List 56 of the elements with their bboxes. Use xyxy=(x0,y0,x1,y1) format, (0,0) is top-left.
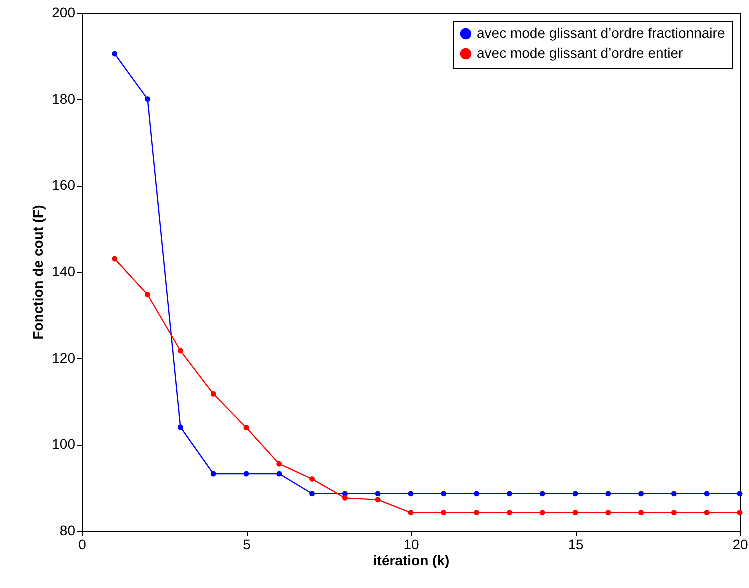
y-tick-label: 80 xyxy=(60,522,76,538)
x-tick-label: 5 xyxy=(243,536,252,552)
legend-label: avec mode glissant d’ordre entier xyxy=(477,45,684,61)
point xyxy=(606,491,612,497)
y-tick-label: 140 xyxy=(52,264,76,280)
point xyxy=(704,491,710,497)
point xyxy=(474,491,480,497)
x-tick-label: 10 xyxy=(404,536,420,552)
x-tick-label: 0 xyxy=(78,536,87,552)
y-tick-label: 180 xyxy=(52,90,76,107)
point xyxy=(112,51,118,57)
point xyxy=(638,510,644,516)
point xyxy=(408,510,414,516)
legend-label: avec mode glissant d’ordre fractionnaire xyxy=(477,25,726,41)
point xyxy=(671,510,677,516)
point xyxy=(210,471,216,477)
point xyxy=(375,491,381,497)
point xyxy=(310,476,316,482)
point xyxy=(145,292,151,298)
point xyxy=(572,491,578,497)
point xyxy=(244,471,250,477)
point xyxy=(178,348,184,354)
point xyxy=(506,491,512,497)
point xyxy=(408,491,414,497)
point xyxy=(210,391,216,397)
point xyxy=(704,510,710,516)
point xyxy=(375,497,381,503)
point xyxy=(310,491,316,497)
point xyxy=(737,510,743,516)
point xyxy=(178,424,184,430)
point xyxy=(112,256,118,262)
point xyxy=(342,491,348,497)
point xyxy=(671,491,677,497)
y-tick-label: 120 xyxy=(52,350,76,366)
y-axis-title: Fonction de cout (F) xyxy=(30,205,46,340)
point xyxy=(506,510,512,516)
point xyxy=(441,510,447,516)
point xyxy=(441,491,447,497)
x-tick-label: 15 xyxy=(568,536,584,552)
point xyxy=(276,461,282,467)
point xyxy=(474,510,480,516)
point xyxy=(540,491,546,497)
y-tick-label: 100 xyxy=(52,436,76,452)
point xyxy=(638,491,644,497)
point xyxy=(737,491,743,497)
y-tick-label: 200 xyxy=(52,4,76,20)
point xyxy=(342,495,348,501)
point xyxy=(145,96,151,102)
point xyxy=(540,510,546,516)
x-tick-label: 20 xyxy=(732,536,748,552)
point xyxy=(572,510,578,516)
point xyxy=(244,425,250,431)
y-tick-label: 160 xyxy=(52,177,76,194)
x-axis-title: itération (k) xyxy=(373,552,450,568)
point xyxy=(606,510,612,516)
point xyxy=(276,471,282,477)
